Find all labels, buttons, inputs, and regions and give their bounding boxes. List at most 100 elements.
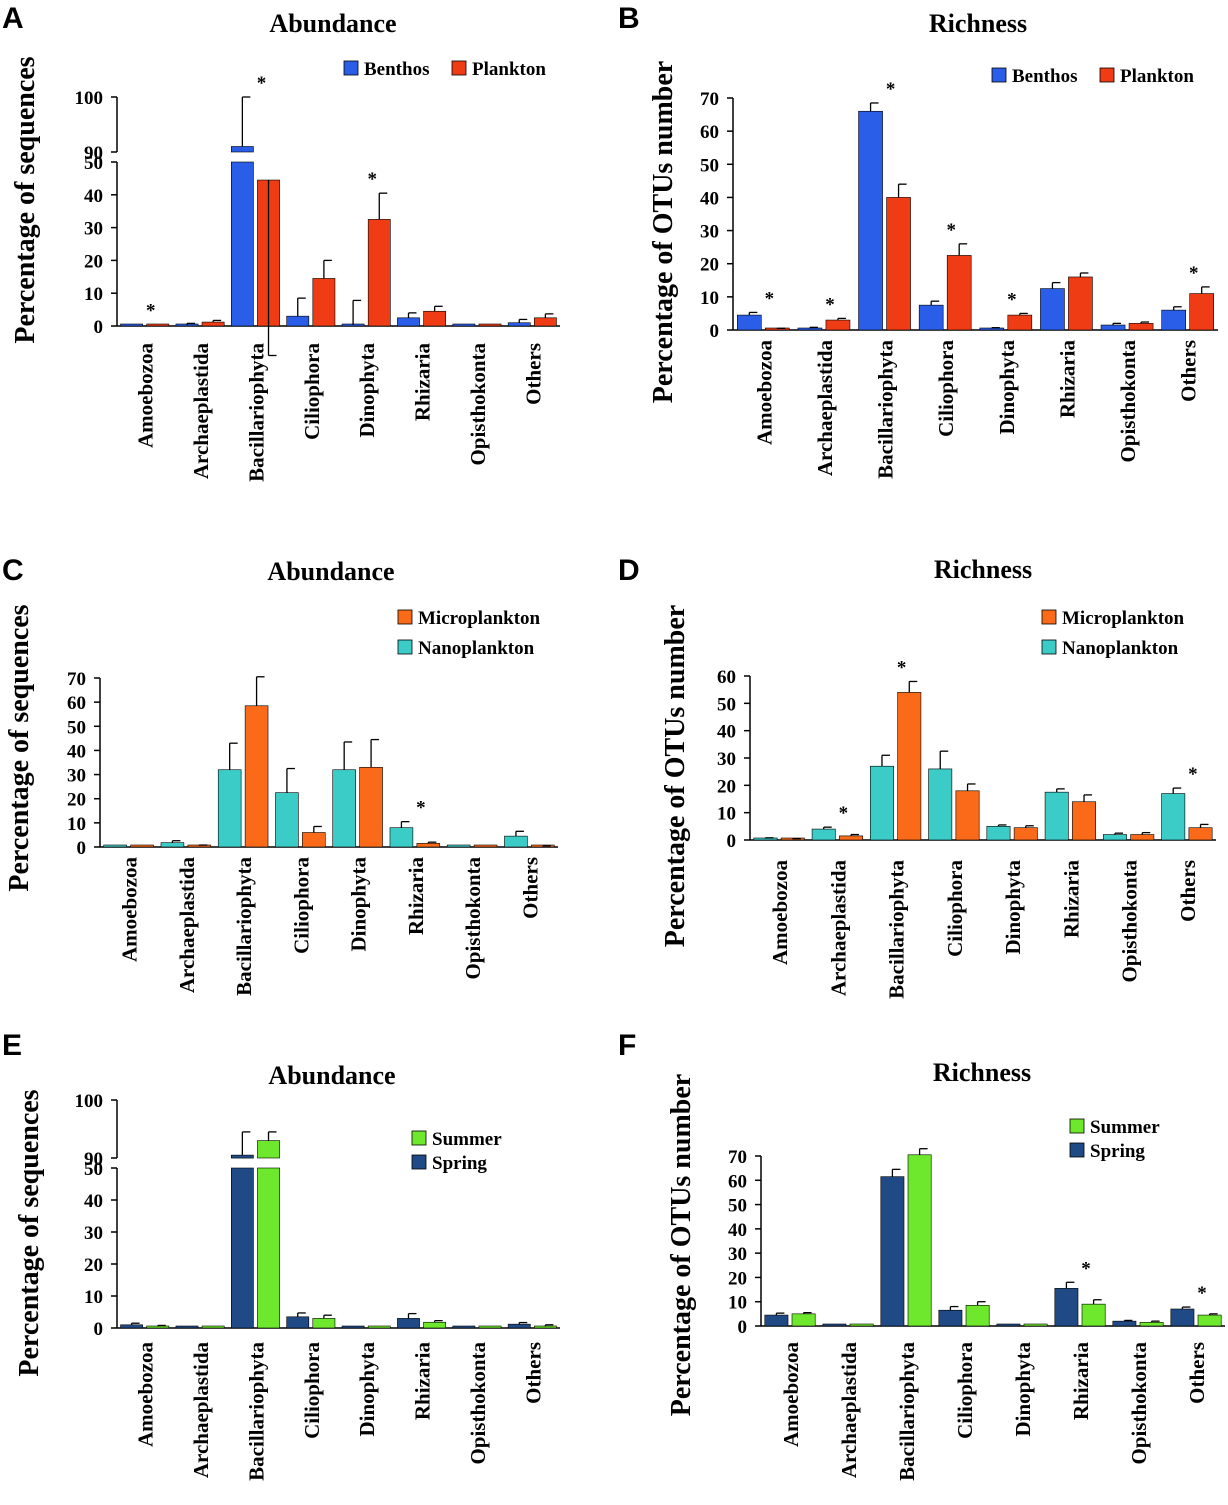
significance-star: * bbox=[1197, 1283, 1207, 1304]
y-tick-label: 30 bbox=[84, 1223, 103, 1244]
bar-spring-others bbox=[1170, 1308, 1195, 1327]
panel-letter: A bbox=[2, 2, 24, 35]
significance-star: * bbox=[765, 288, 775, 309]
bar-summer-ciliophora bbox=[965, 1305, 990, 1327]
category-label: Bacillariophyta bbox=[895, 1342, 919, 1481]
bar-nanoplankton-others bbox=[504, 835, 528, 848]
bar-summer-opisthokonta bbox=[1139, 1322, 1164, 1327]
bar-plankton-others bbox=[534, 317, 557, 327]
category-label: Amoebozoa bbox=[134, 1342, 158, 1447]
y-tick-label: 20 bbox=[728, 1268, 747, 1289]
category-label: Ciliophora bbox=[300, 1342, 324, 1439]
y-tick-label: 10 bbox=[728, 1293, 747, 1314]
significance-star: * bbox=[825, 294, 835, 315]
legend-label: Microplankton bbox=[1062, 608, 1185, 629]
bar-spring-dinophyta bbox=[341, 1325, 365, 1329]
y-tick-label: 20 bbox=[84, 1255, 103, 1276]
category-label: Opisthokonta bbox=[466, 343, 490, 466]
category-label: Archaeplastida bbox=[189, 1342, 213, 1479]
bar-benthos-opisthokonta bbox=[1100, 324, 1126, 331]
bar-microplankton-opisthokonta bbox=[473, 844, 498, 848]
bar-microplankton-dinophyta bbox=[1013, 827, 1038, 841]
bar-summer-others bbox=[1197, 1314, 1222, 1327]
bar-nanoplankton-opisthokonta bbox=[1103, 834, 1127, 841]
significance-star: * bbox=[146, 300, 156, 321]
bar-summer-rhizaria bbox=[423, 1321, 447, 1329]
significance-star: * bbox=[1007, 289, 1017, 310]
significance-star: * bbox=[257, 73, 267, 94]
category-label: Opisthokonta bbox=[1118, 860, 1142, 983]
bar-summer-bacillariophyta-upper bbox=[257, 1140, 280, 1159]
legend-label: Nanoplankton bbox=[418, 638, 535, 659]
legend-label: Spring bbox=[1090, 1141, 1145, 1162]
bar-nanoplankton-rhizaria bbox=[389, 827, 414, 848]
category-label: Dinophyta bbox=[355, 343, 379, 438]
chart-title: Abundance bbox=[269, 9, 396, 38]
category-label: Archaeplastida bbox=[189, 343, 213, 480]
bar-spring-ciliophora bbox=[286, 1316, 310, 1329]
bar-benthos-rhizaria bbox=[1040, 288, 1065, 331]
legend-swatch bbox=[397, 609, 413, 625]
bar-nanoplankton-archaeplastida bbox=[811, 828, 836, 841]
category-label: Opisthokonta bbox=[1116, 340, 1140, 463]
bar-summer-ciliophora bbox=[312, 1318, 336, 1329]
category-label: Rhizaria bbox=[1059, 860, 1083, 939]
y-tick-label: 40 bbox=[717, 722, 736, 743]
category-label: Archaeplastida bbox=[826, 860, 850, 997]
bar-spring-rhizaria bbox=[397, 1318, 420, 1329]
bar-spring-opisthokonta bbox=[452, 1325, 476, 1329]
bar-plankton-ciliophora bbox=[946, 255, 972, 331]
legend-label: Plankton bbox=[1120, 66, 1194, 87]
legend-swatch bbox=[411, 1154, 427, 1170]
bar-microplankton-others bbox=[1188, 827, 1213, 841]
legend-label: Summer bbox=[1090, 1117, 1160, 1138]
y-tick-label: 50 bbox=[84, 153, 103, 174]
bar-microplankton-rhizaria bbox=[416, 843, 441, 848]
y-tick-label: 30 bbox=[67, 766, 86, 787]
legend-swatch bbox=[1041, 609, 1057, 625]
y-tick-label: 70 bbox=[728, 1147, 747, 1168]
category-label: Rhizaria bbox=[1069, 1342, 1093, 1421]
y-tick-label: 0 bbox=[727, 831, 737, 852]
category-label: Rhizaria bbox=[404, 857, 428, 936]
y-tick-label: 70 bbox=[67, 669, 86, 690]
y-axis-label: Percentage of sequences bbox=[10, 56, 41, 343]
legend-swatch bbox=[343, 60, 359, 76]
category-label: Others bbox=[518, 857, 542, 919]
legend-swatch bbox=[451, 60, 467, 76]
category-label: Bacillariophyta bbox=[244, 1342, 268, 1481]
category-label: Others bbox=[521, 343, 545, 405]
category-label: Opisthokonta bbox=[1127, 1342, 1151, 1465]
bar-summer-bacillariophyta bbox=[257, 1167, 280, 1329]
chart-title: Richness bbox=[929, 9, 1027, 38]
significance-star: * bbox=[1188, 764, 1198, 785]
category-label: Ciliophora bbox=[289, 857, 313, 954]
category-label: Ciliophora bbox=[300, 343, 324, 440]
y-axis-label: Percentage of OTUs number bbox=[666, 1074, 697, 1416]
category-label: Dinophyta bbox=[347, 857, 371, 952]
bar-summer-amoebozoa bbox=[791, 1313, 816, 1327]
category-label: Bacillariophyta bbox=[885, 860, 909, 999]
bar-plankton-amoebozoa bbox=[146, 323, 170, 327]
significance-star: * bbox=[367, 169, 377, 190]
y-tick-label: 30 bbox=[717, 749, 736, 770]
category-label: Others bbox=[521, 1342, 545, 1404]
chart-title: Richness bbox=[933, 1058, 1031, 1087]
bar-microplankton-opisthokonta bbox=[1130, 834, 1155, 841]
bar-spring-bacillariophyta bbox=[230, 1167, 254, 1329]
bar-spring-rhizaria bbox=[1054, 1288, 1079, 1327]
panel-letter: B bbox=[618, 2, 640, 35]
y-tick-label: 10 bbox=[84, 1287, 103, 1308]
bar-plankton-opisthokonta bbox=[1128, 323, 1154, 331]
bar-plankton-archaeplastida bbox=[825, 319, 851, 331]
bar-plankton-rhizaria bbox=[1068, 276, 1093, 331]
legend-label: Benthos bbox=[364, 59, 429, 80]
category-label: Amoebozoa bbox=[752, 340, 776, 445]
bar-benthos-amoebozoa bbox=[737, 314, 762, 331]
bar-benthos-opisthokonta bbox=[452, 323, 476, 327]
legend-label: Plankton bbox=[472, 59, 546, 80]
legend-swatch bbox=[397, 639, 413, 655]
y-tick-label: 50 bbox=[67, 717, 86, 738]
bar-summer-archaeplastida bbox=[849, 1323, 874, 1327]
